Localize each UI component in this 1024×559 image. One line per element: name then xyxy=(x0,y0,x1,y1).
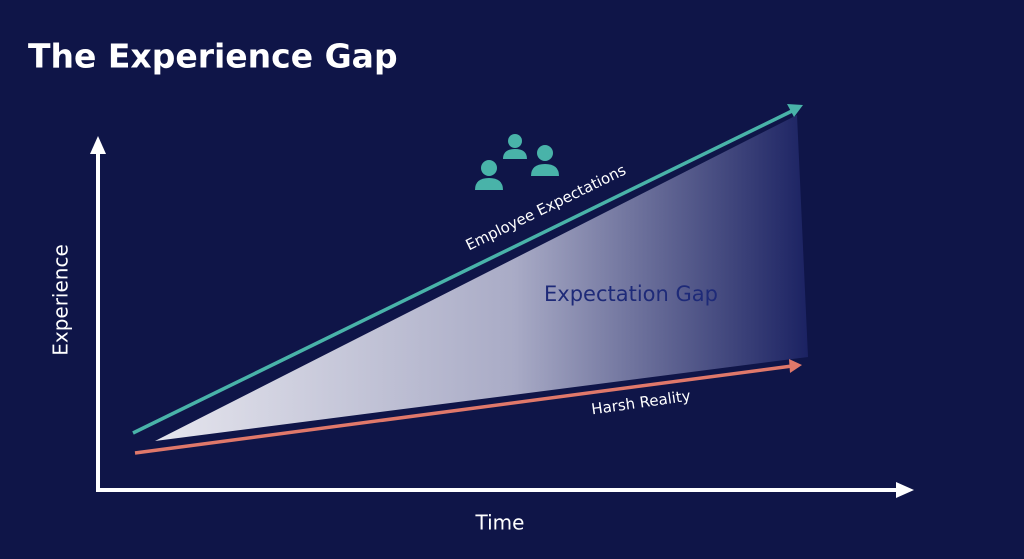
y-axis-label: Experience xyxy=(49,244,73,356)
gap-label: Expectation Gap xyxy=(544,282,718,306)
y-axis-arrow xyxy=(90,136,106,154)
slide-title: The Experience Gap xyxy=(28,37,398,76)
gap-area xyxy=(155,115,808,441)
expectations-arrow xyxy=(787,104,803,117)
x-axis-arrow xyxy=(896,482,914,498)
reality-line xyxy=(134,364,793,455)
x-axis-label: Time xyxy=(475,511,525,535)
people-icon xyxy=(475,134,559,190)
reality-arrow xyxy=(789,359,802,373)
expectations-line xyxy=(132,109,793,435)
